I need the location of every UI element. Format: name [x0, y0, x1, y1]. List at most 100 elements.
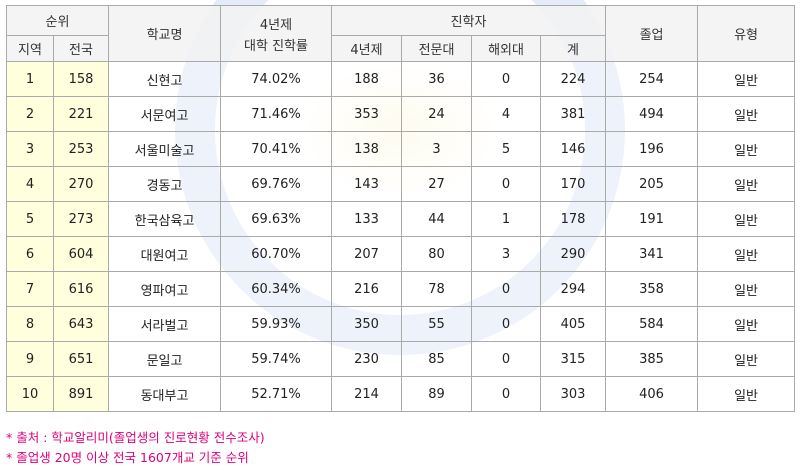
cell-school: 신현고: [108, 61, 222, 97]
cell-total: 303: [540, 376, 607, 412]
cell-school: 문일고: [108, 341, 222, 377]
cell-four-year: 350: [331, 306, 403, 342]
header-graduates: 졸업: [605, 5, 699, 62]
cell-school: 동대부고: [108, 376, 222, 412]
cell-four-year: 207: [331, 236, 403, 272]
cell-region: 6: [6, 236, 54, 272]
cell-graduates: 385: [605, 341, 699, 377]
header-junior: 전문대: [401, 35, 473, 62]
cell-total: 224: [540, 61, 607, 97]
cell-overseas: 0: [471, 61, 542, 97]
cell-school: 서울미술고: [108, 131, 222, 167]
cell-type: 일반: [697, 131, 796, 167]
cell-nation: 651: [52, 341, 110, 377]
header-total: 계: [540, 35, 607, 62]
cell-region: 1: [6, 61, 54, 97]
cell-four-year: 133: [331, 201, 403, 237]
cell-four-year: 353: [331, 96, 403, 132]
cell-school: 한국삼육고: [108, 201, 222, 237]
criteria-note: * 졸업생 20명 이상 전국 1607개교 기준 순위: [6, 450, 249, 465]
table-row: 7 616 영파여고 60.34% 216 78 0 294 358 일반: [6, 271, 796, 307]
header-type: 유형: [697, 5, 796, 62]
cell-overseas: 0: [471, 376, 542, 412]
cell-graduates: 494: [605, 96, 699, 132]
cell-four-year: 230: [331, 341, 403, 377]
cell-graduates: 254: [605, 61, 699, 97]
cell-type: 일반: [697, 96, 796, 132]
cell-nation: 616: [52, 271, 110, 307]
cell-total: 405: [540, 306, 607, 342]
cell-four-year: 138: [331, 131, 403, 167]
cell-region: 10: [6, 376, 54, 412]
header-admission-rate: 4년제 대학 진학률: [220, 5, 333, 62]
cell-nation: 158: [52, 61, 110, 97]
cell-region: 5: [6, 201, 54, 237]
cell-junior: 24: [401, 96, 473, 132]
cell-overseas: 0: [471, 341, 542, 377]
cell-four-year: 214: [331, 376, 403, 412]
cell-overseas: 3: [471, 236, 542, 272]
cell-type: 일반: [697, 61, 796, 97]
cell-total: 315: [540, 341, 607, 377]
cell-junior: 89: [401, 376, 473, 412]
cell-school: 경동고: [108, 166, 222, 202]
cell-region: 3: [6, 131, 54, 167]
table-body: 1 158 신현고 74.02% 188 36 0 224 254 일반 2 221 서문여고 71.46…: [6, 61, 796, 412]
cell-overseas: 4: [471, 96, 542, 132]
source-note: * 출처 : 학교알리미(졸업생의 진로현황 전수조사): [6, 430, 265, 445]
cell-rate: 71.46%: [220, 96, 333, 132]
cell-graduates: 406: [605, 376, 699, 412]
cell-region: 7: [6, 271, 54, 307]
cell-type: 일반: [697, 166, 796, 202]
cell-type: 일반: [697, 271, 796, 307]
cell-region: 4: [6, 166, 54, 202]
table-row: 3 253 서울미술고 70.41% 138 3 5 146 196 일반: [6, 131, 796, 167]
cell-total: 290: [540, 236, 607, 272]
table-row: 2 221 서문여고 71.46% 353 24 4 381 494 일반: [6, 96, 796, 132]
cell-overseas: 0: [471, 166, 542, 202]
cell-school: 서문여고: [108, 96, 222, 132]
cell-nation: 221: [52, 96, 110, 132]
cell-four-year: 216: [331, 271, 403, 307]
cell-rate: 69.76%: [220, 166, 333, 202]
cell-nation: 643: [52, 306, 110, 342]
cell-region: 8: [6, 306, 54, 342]
cell-rate: 74.02%: [220, 61, 333, 97]
cell-rate: 69.63%: [220, 201, 333, 237]
cell-school: 대원여고: [108, 236, 222, 272]
cell-four-year: 188: [331, 61, 403, 97]
cell-junior: 36: [401, 61, 473, 97]
cell-total: 381: [540, 96, 607, 132]
cell-region: 9: [6, 341, 54, 377]
cell-type: 일반: [697, 341, 796, 377]
header-nation: 전국: [52, 35, 110, 62]
cell-graduates: 205: [605, 166, 699, 202]
header-school: 학교명: [108, 5, 222, 62]
table-row: 8 643 서라벌고 59.93% 350 55 0 405 584 일반: [6, 306, 796, 342]
cell-overseas: 1: [471, 201, 542, 237]
cell-total: 294: [540, 271, 607, 307]
cell-rate: 60.70%: [220, 236, 333, 272]
cell-rate: 59.93%: [220, 306, 333, 342]
cell-type: 일반: [697, 236, 796, 272]
header-rank: 순위: [5, 5, 110, 36]
table-row: 4 270 경동고 69.76% 143 27 0 170 205 일반: [6, 166, 796, 202]
header-admission: 진학자: [331, 5, 607, 36]
cell-rate: 70.41%: [220, 131, 333, 167]
header-overseas: 해외대: [471, 35, 542, 62]
header-rate-line1: 4년제: [259, 17, 293, 33]
cell-nation: 891: [52, 376, 110, 412]
table-row: 6 604 대원여고 60.70% 207 80 3 290 341 일반: [6, 236, 796, 272]
header-region: 지역: [6, 35, 54, 62]
cell-rate: 59.74%: [220, 341, 333, 377]
cell-total: 170: [540, 166, 607, 202]
admission-table: 순위 학교명 4년제 대학 진학률 진학자 졸업 유형 지역 전국 4년제 전문…: [5, 5, 796, 412]
cell-type: 일반: [697, 376, 796, 412]
cell-graduates: 358: [605, 271, 699, 307]
cell-junior: 80: [401, 236, 473, 272]
cell-region: 2: [6, 96, 54, 132]
cell-nation: 253: [52, 131, 110, 167]
cell-rate: 52.71%: [220, 376, 333, 412]
cell-nation: 270: [52, 166, 110, 202]
cell-graduates: 191: [605, 201, 699, 237]
